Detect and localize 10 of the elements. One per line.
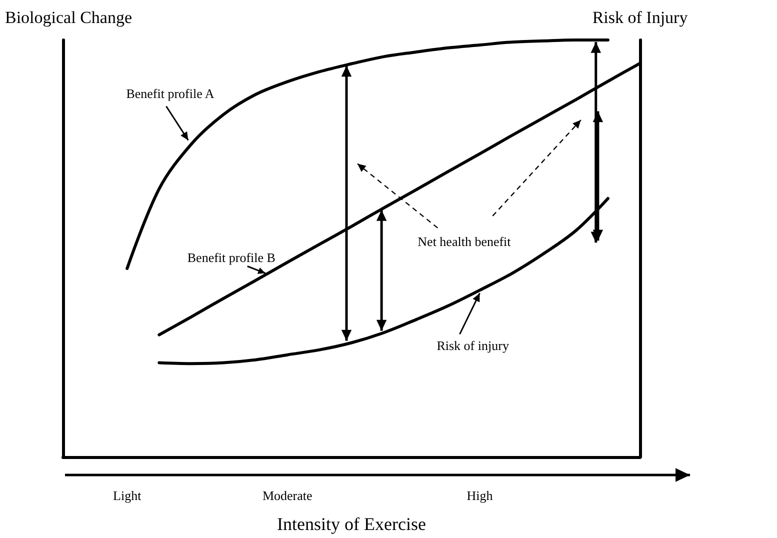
x-tick-label: Moderate (262, 488, 313, 503)
x-axis-title: Intensity of Exercise (277, 514, 426, 534)
y2-axis-title: Risk of Injury (592, 8, 688, 27)
y-axis-title: Biological Change (5, 8, 132, 27)
x-tick-label: Light (113, 488, 142, 503)
annotation: Net health benefit (418, 234, 511, 250)
series-label: Benefit profile A (126, 86, 214, 102)
x-tick-label: High (466, 488, 494, 503)
series-label: Risk of injury (436, 338, 509, 354)
series-label: Benefit profile B (187, 250, 276, 266)
